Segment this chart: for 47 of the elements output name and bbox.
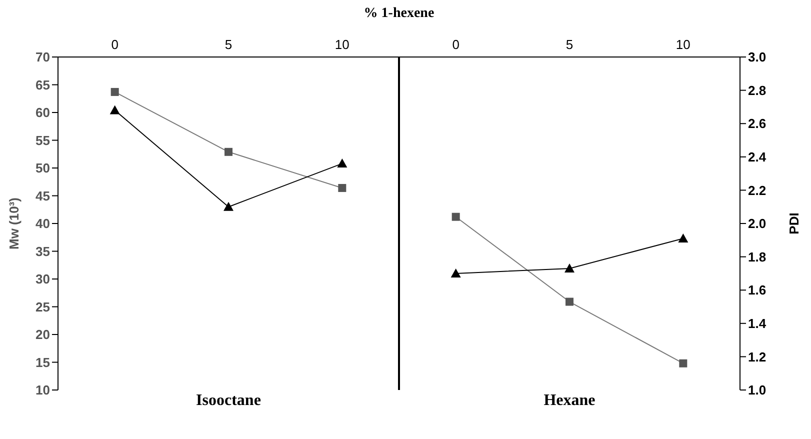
point	[679, 359, 688, 368]
y-tick-label: 60	[36, 105, 50, 120]
point	[110, 105, 120, 114]
y-tick-label: 35	[36, 244, 50, 259]
x-tick-label: 10	[334, 37, 350, 52]
point	[224, 148, 232, 156]
x-tick-label: 0	[452, 37, 460, 52]
y-tick-label: 40	[36, 216, 50, 232]
x-tick-label: 10	[676, 37, 690, 52]
y-tick-label: 30	[36, 272, 50, 287]
y-tick-label: 25	[36, 299, 50, 314]
y-tick-label: 15	[36, 354, 50, 370]
y2-axis-title: PDI	[786, 212, 802, 234]
y2-tick-label: 2.4	[748, 150, 767, 165]
x-tick-label: 0	[111, 37, 118, 52]
y-tick-label: 10	[36, 382, 50, 398]
point	[338, 184, 346, 192]
y2-tick-label: 2.0	[748, 216, 766, 232]
point	[110, 88, 119, 96]
x-tick-label: 5	[566, 37, 574, 52]
y-tick-label: 50	[36, 160, 50, 176]
y2-tick-label: 1.8	[748, 249, 766, 264]
y-tick-label: 55	[36, 132, 50, 148]
point	[452, 212, 460, 221]
y-tick-label: 20	[36, 327, 50, 342]
point	[337, 158, 348, 168]
point	[450, 268, 461, 278]
y2-tick-label: 1.0	[748, 382, 766, 398]
y2-tick-label: 2.2	[748, 182, 766, 198]
y2-tick-label: 1.4	[748, 316, 767, 332]
text: Hexane	[542, 392, 596, 410]
point	[678, 233, 688, 242]
y2-tick-label: 2.6	[748, 116, 766, 132]
y2-tick-label: 2.8	[748, 82, 766, 98]
x-axis-title: % 1-hexene	[362, 6, 436, 22]
y2-tick-label: 1.2	[748, 349, 766, 364]
point	[564, 263, 574, 272]
y2-tick-label: 1.6	[748, 282, 766, 298]
text: Isooctane	[195, 392, 262, 410]
x-tick-label: 5	[224, 37, 232, 52]
point	[224, 202, 234, 211]
y-tick-label: 65	[36, 77, 50, 92]
y2-tick-label: 3.0	[748, 50, 766, 65]
y-tick-label: 45	[36, 188, 50, 204]
y-tick-label: 70	[36, 50, 50, 65]
y-axis-title: Mw (10³)	[6, 198, 22, 250]
point	[566, 298, 574, 306]
